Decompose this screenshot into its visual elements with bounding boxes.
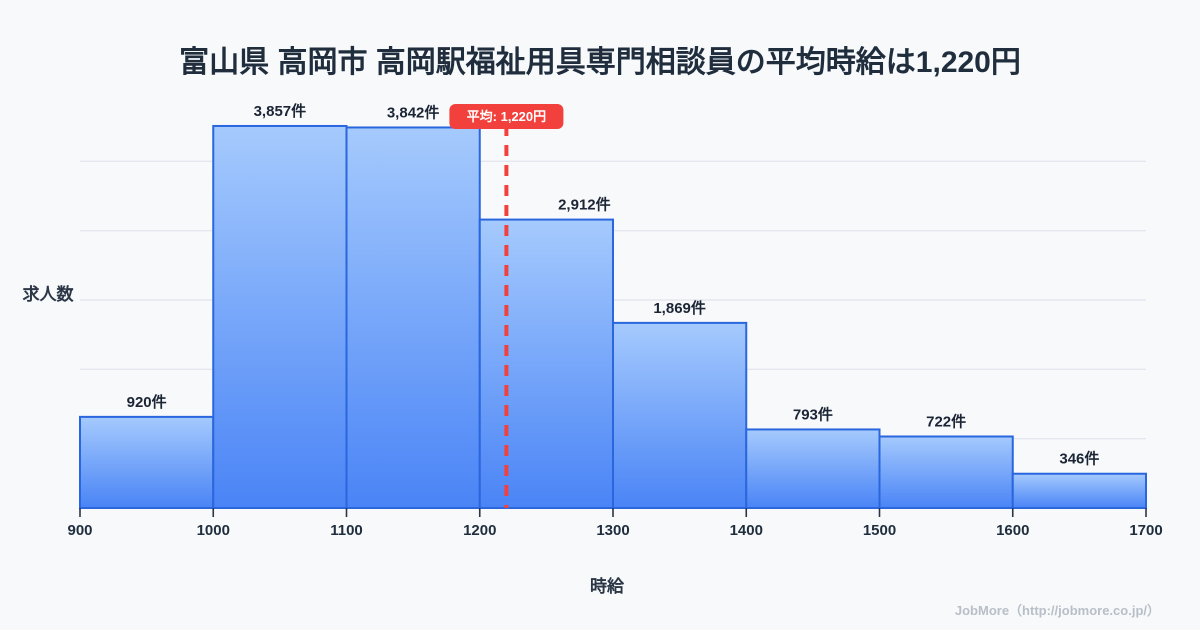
x-tick-label-1300: 1300 bbox=[596, 522, 629, 539]
bar-label-1100: 3,842件 bbox=[387, 103, 440, 121]
bar-1100 bbox=[345, 126, 481, 509]
x-tick-label-1400: 1400 bbox=[730, 522, 763, 539]
bar-1300 bbox=[612, 321, 748, 509]
bar-value-labels: 920件 3,857件 3,842件 2,912件 1,869件 793件 722件 346件 bbox=[127, 102, 1100, 468]
bar-1500 bbox=[878, 435, 1014, 509]
x-tick-label-1700: 1700 bbox=[1129, 522, 1162, 539]
bar-series bbox=[79, 124, 1147, 510]
average-badge bbox=[449, 104, 564, 129]
average-annotation: 平均: 1,220円 bbox=[449, 104, 564, 508]
x-tick-label-900: 900 bbox=[67, 522, 92, 539]
bar-1200 bbox=[478, 218, 614, 509]
bar-label-1500: 722件 bbox=[926, 412, 966, 430]
x-axis-title: 時給 bbox=[590, 576, 625, 596]
bar-label-1000: 3,857件 bbox=[254, 102, 307, 120]
bar-label-1400: 793件 bbox=[793, 405, 833, 423]
bar-label-900: 920件 bbox=[127, 393, 167, 411]
x-tick-label-1500: 1500 bbox=[863, 522, 896, 539]
x-tick-label-1000: 1000 bbox=[197, 522, 230, 539]
bar-label-1200: 2,912件 bbox=[558, 196, 611, 214]
x-tick-label-1200: 1200 bbox=[463, 522, 496, 539]
bar-1400 bbox=[745, 428, 881, 509]
bar-label-1300: 1,869件 bbox=[653, 299, 706, 317]
x-tick-label-1100: 1100 bbox=[330, 522, 363, 539]
y-axis-title: 求人数 bbox=[23, 284, 75, 304]
bar-900 bbox=[79, 415, 215, 509]
bar-1600 bbox=[1011, 472, 1147, 509]
watermark-credit: JobMore（http://jobmore.co.jp/） bbox=[955, 603, 1160, 618]
bar-1000 bbox=[212, 124, 348, 510]
x-axis-ticks: 900 1000 1100 1200 1300 1400 1500 1600 1700 bbox=[67, 508, 1163, 539]
x-tick-label-1600: 1600 bbox=[996, 522, 1029, 539]
bar-label-1600: 346件 bbox=[1059, 450, 1099, 468]
page-title: 富山県 高岡市 高岡駅福祉用具専門相談員の平均時給は1,220円 bbox=[179, 46, 1021, 79]
average-badge-label: 平均: 1,220円 bbox=[467, 109, 546, 124]
